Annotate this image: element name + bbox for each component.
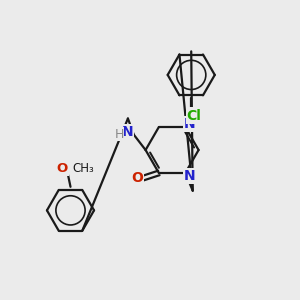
Text: CH₃: CH₃ [72,162,94,175]
Text: O: O [131,171,143,185]
Text: N: N [122,125,133,139]
Text: N: N [184,117,196,131]
Text: N: N [184,169,196,183]
Text: O: O [57,162,68,175]
Text: Cl: Cl [187,109,202,122]
Text: H: H [114,128,124,141]
